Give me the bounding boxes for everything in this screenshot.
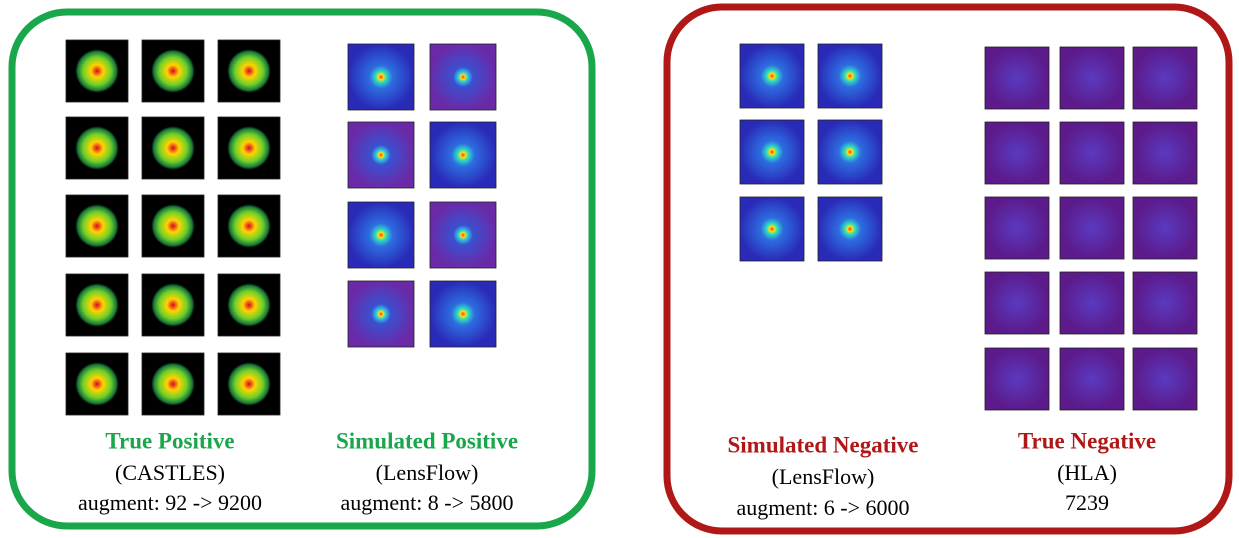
group-title: Simulated Positive — [336, 428, 518, 453]
thumbnail — [985, 348, 1049, 410]
thumbnail — [740, 44, 804, 108]
group-title: True Positive — [105, 428, 234, 453]
thumbnail — [142, 353, 204, 415]
thumbnail — [430, 44, 496, 110]
thumbnail — [1133, 348, 1197, 410]
group-title: Simulated Negative — [727, 432, 918, 457]
thumbnail — [218, 353, 280, 415]
thumbnail — [1060, 272, 1124, 334]
thumbnail — [430, 281, 496, 347]
group-note: 7239 — [1065, 490, 1109, 515]
thumbnail — [1060, 348, 1124, 410]
thumbnail — [142, 40, 204, 102]
thumbnail — [1060, 47, 1124, 109]
thumbnail — [66, 353, 128, 415]
thumbnail — [985, 272, 1049, 334]
thumbnail — [985, 197, 1049, 259]
thumbnail — [142, 274, 204, 336]
group-source: (LensFlow) — [376, 460, 479, 485]
thumbnail — [818, 120, 882, 184]
group-source: (HLA) — [1057, 460, 1117, 485]
thumbnail — [1133, 47, 1197, 109]
thumbnail — [218, 117, 280, 179]
thumbnail — [740, 197, 804, 261]
group-note: augment: 6 -> 6000 — [736, 495, 909, 520]
thumbnail — [818, 197, 882, 261]
thumbnail — [218, 40, 280, 102]
thumbnail — [985, 122, 1049, 184]
thumbnail — [1133, 122, 1197, 184]
thumbnail — [348, 44, 414, 110]
thumbnail — [66, 274, 128, 336]
thumbnail — [218, 274, 280, 336]
thumbnail — [740, 120, 804, 184]
thumbnail — [818, 44, 882, 108]
figure: True Positive (CASTLES) augment: 92 -> 9… — [0, 0, 1239, 538]
group-title: True Negative — [1018, 428, 1156, 453]
thumbnail — [1133, 197, 1197, 259]
thumbnail — [66, 40, 128, 102]
thumbnail — [1060, 122, 1124, 184]
thumbnail — [66, 195, 128, 257]
thumbnail — [348, 202, 414, 268]
thumbnail — [66, 117, 128, 179]
group-source: (LensFlow) — [772, 464, 875, 489]
thumbnails — [66, 40, 1197, 415]
thumbnail — [1133, 272, 1197, 334]
thumbnail — [430, 122, 496, 188]
group-source: (CASTLES) — [115, 460, 225, 485]
thumbnail — [1060, 197, 1124, 259]
group-note: augment: 92 -> 9200 — [78, 490, 262, 515]
thumbnail — [348, 281, 414, 347]
thumbnail — [430, 202, 496, 268]
thumbnail — [348, 122, 414, 188]
thumbnail — [985, 47, 1049, 109]
thumbnail — [142, 117, 204, 179]
thumbnail — [142, 195, 204, 257]
group-note: augment: 8 -> 5800 — [340, 490, 513, 515]
thumbnail — [218, 195, 280, 257]
